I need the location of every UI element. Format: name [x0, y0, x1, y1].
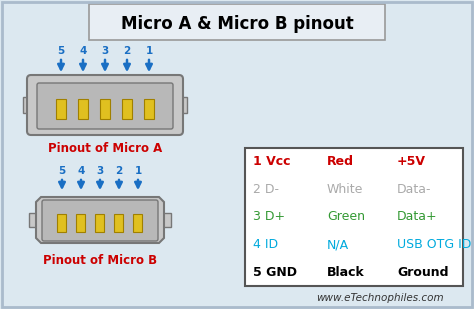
Text: 2 D-: 2 D-	[253, 183, 279, 196]
Bar	[144, 99, 154, 119]
Bar	[115, 214, 124, 232]
Text: Ground: Ground	[397, 266, 448, 279]
Text: +5V: +5V	[397, 155, 426, 168]
Text: Pinout of Micro A: Pinout of Micro A	[48, 142, 162, 155]
Bar	[122, 99, 132, 119]
FancyBboxPatch shape	[29, 213, 38, 227]
Text: 5: 5	[57, 46, 64, 56]
Text: 1 Vcc: 1 Vcc	[253, 155, 291, 168]
Text: 4: 4	[79, 46, 87, 56]
FancyBboxPatch shape	[89, 4, 385, 40]
FancyBboxPatch shape	[27, 75, 183, 135]
Text: www.eTechnophiles.com: www.eTechnophiles.com	[316, 293, 444, 303]
Text: Pinout of Micro B: Pinout of Micro B	[43, 255, 157, 268]
Bar	[56, 99, 66, 119]
Text: 2: 2	[115, 166, 123, 176]
Text: N/A: N/A	[327, 238, 349, 251]
Text: 4 ID: 4 ID	[253, 238, 278, 251]
Text: Green: Green	[327, 210, 365, 223]
FancyBboxPatch shape	[162, 213, 171, 227]
Text: 5: 5	[58, 166, 65, 176]
Bar	[245, 148, 463, 286]
Text: 1: 1	[134, 166, 142, 176]
Bar	[76, 214, 85, 232]
Text: Data-: Data-	[397, 183, 431, 196]
Text: 5 GND: 5 GND	[253, 266, 297, 279]
Bar	[95, 214, 104, 232]
Text: White: White	[327, 183, 364, 196]
Text: 2: 2	[123, 46, 131, 56]
Bar	[134, 214, 143, 232]
FancyBboxPatch shape	[37, 83, 173, 129]
Bar	[78, 99, 88, 119]
Text: 4: 4	[77, 166, 85, 176]
Text: Red: Red	[327, 155, 354, 168]
Text: 3 D+: 3 D+	[253, 210, 285, 223]
Bar	[100, 99, 110, 119]
Text: 1: 1	[146, 46, 153, 56]
FancyBboxPatch shape	[23, 97, 33, 113]
Text: Micro A & Micro B pinout: Micro A & Micro B pinout	[120, 15, 354, 33]
Text: Black: Black	[327, 266, 365, 279]
FancyBboxPatch shape	[177, 97, 187, 113]
FancyBboxPatch shape	[42, 200, 158, 241]
Polygon shape	[36, 197, 164, 243]
Text: Data+: Data+	[397, 210, 438, 223]
Text: 3: 3	[101, 46, 109, 56]
Bar	[57, 214, 66, 232]
Text: USB OTG ID: USB OTG ID	[397, 238, 471, 251]
Text: 3: 3	[96, 166, 104, 176]
